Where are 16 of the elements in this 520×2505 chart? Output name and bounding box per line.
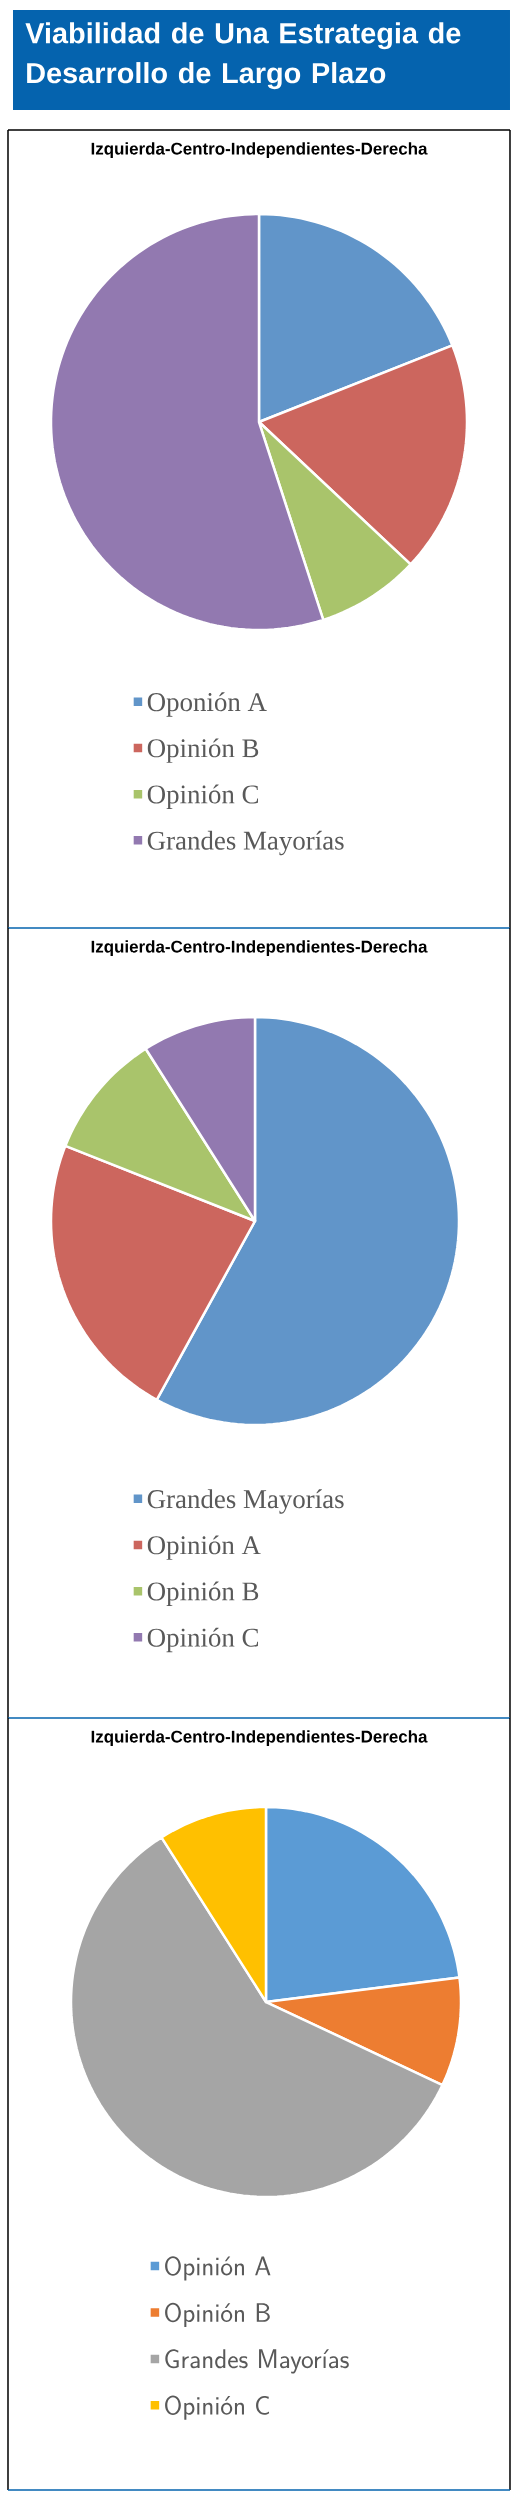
legend-label: Opinión B	[147, 738, 259, 763]
chart-title: Viabilidad de Una Estrategia de Desarrollo de Largo Plazo	[25, 22, 461, 90]
legend-label: Opinión A	[165, 2256, 271, 2281]
legend-label: Opinión C	[147, 784, 259, 810]
legend-label: Opinión B	[165, 2302, 270, 2328]
legend-label: Grandes Mayorías	[147, 1489, 344, 1514]
legend-label: Oponión A	[147, 692, 267, 717]
chart-subtitle: Izquierda-Centro-Independientes-Derecha	[91, 1730, 428, 1746]
legend-label: Opinión B	[147, 1581, 259, 1607]
legend-label: Opinión C	[147, 1627, 259, 1653]
legend-label: Opinión C	[165, 2395, 270, 2420]
chart-subtitle: Izquierda-Centro-Independientes-Derecha	[91, 142, 428, 159]
legend-label: Opinión A	[147, 1535, 261, 1560]
chart-subtitle: Izquierda-Centro-Independientes-Derecha	[91, 940, 428, 957]
legend-label: Grandes Mayorías	[165, 2349, 349, 2374]
legend-label: Grandes Mayorías	[147, 830, 344, 856]
